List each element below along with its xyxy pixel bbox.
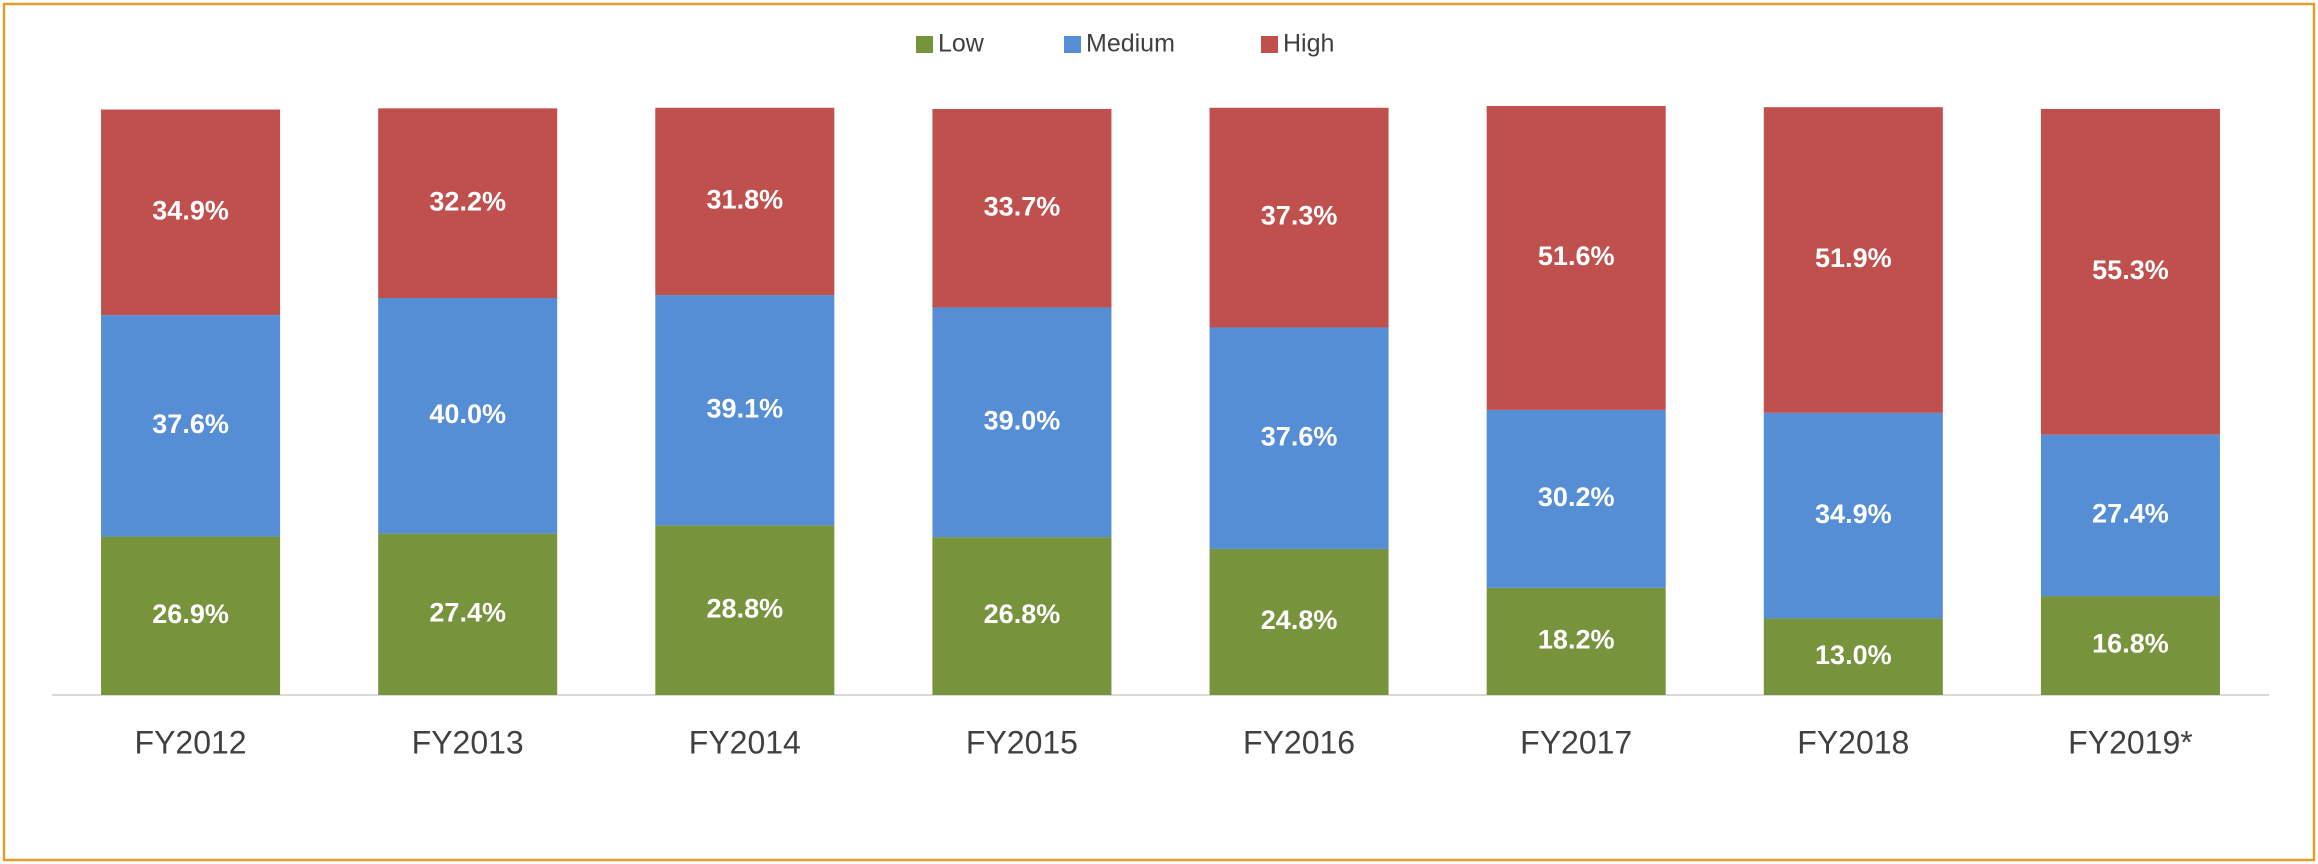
data-label: 34.9%: [152, 195, 229, 225]
bar-segment: [378, 298, 558, 534]
bar-segment: [378, 108, 558, 299]
x-tick-label: FY2016: [1243, 724, 1355, 760]
data-label: 33.7%: [984, 191, 1061, 221]
bar-segment: [101, 315, 281, 537]
data-label: 55.3%: [2092, 255, 2169, 285]
x-tick-label: FY2017: [1520, 724, 1632, 760]
data-label: 13.0%: [1815, 640, 1892, 670]
bar-segment: [932, 537, 1112, 695]
legend-swatch: [1261, 36, 1278, 53]
data-label: 40.0%: [429, 399, 506, 429]
legend-label: Medium: [1086, 30, 1175, 58]
legend-swatch: [916, 36, 933, 53]
bar-segment: [655, 295, 835, 526]
data-label: 26.8%: [984, 599, 1061, 629]
x-tick-label: FY2012: [135, 724, 247, 760]
data-label: 31.8%: [707, 185, 784, 215]
bar-segment: [101, 109, 281, 316]
data-label: 37.6%: [152, 409, 229, 439]
data-label: 39.1%: [707, 393, 784, 423]
bar-segment: [932, 307, 1112, 538]
bar-segment: [1763, 618, 1943, 695]
bar-segment: [1209, 327, 1389, 549]
x-tick-label: FY2015: [966, 724, 1078, 760]
data-label: 30.2%: [1538, 482, 1615, 512]
legend-label: Low: [938, 30, 985, 58]
data-label: 51.9%: [1815, 243, 1892, 273]
data-label: 39.0%: [984, 405, 1061, 435]
legend-label: High: [1283, 30, 1334, 58]
data-label: 27.4%: [2092, 498, 2169, 528]
x-tick-label: FY2019*: [2068, 724, 2193, 760]
data-label: 51.6%: [1538, 241, 1615, 271]
data-label: 27.4%: [429, 597, 506, 627]
data-label: 37.3%: [1261, 201, 1338, 231]
bar-segment: [655, 525, 835, 695]
data-label: 16.8%: [2092, 629, 2169, 659]
bar-segment: [1763, 412, 1943, 619]
bar-segment: [2040, 596, 2220, 695]
x-tick-label: FY2013: [412, 724, 524, 760]
bar-segment: [1486, 587, 1666, 695]
data-label: 18.2%: [1538, 625, 1615, 655]
data-label: 37.6%: [1261, 421, 1338, 451]
data-label: 24.8%: [1261, 605, 1338, 635]
data-label: 34.9%: [1815, 499, 1892, 529]
bar-segment: [1486, 106, 1666, 410]
data-label: 26.9%: [152, 599, 229, 629]
data-label: 28.8%: [707, 593, 784, 623]
bar-segment: [1486, 409, 1666, 588]
bar-segment: [378, 533, 558, 695]
bar-segment: [2040, 108, 2220, 435]
legend-swatch: [1064, 36, 1081, 53]
bar-segment: [101, 536, 281, 695]
bar-segment: [932, 108, 1112, 308]
x-tick-label: FY2014: [689, 724, 801, 760]
bar-segment: [1209, 107, 1389, 328]
bar-segment: [1763, 107, 1943, 413]
bar-segment: [1209, 548, 1389, 695]
x-tick-label: FY2018: [1797, 724, 1909, 760]
data-label: 32.2%: [429, 186, 506, 216]
bar-segment: [655, 107, 835, 296]
bar-segment: [2040, 434, 2220, 597]
